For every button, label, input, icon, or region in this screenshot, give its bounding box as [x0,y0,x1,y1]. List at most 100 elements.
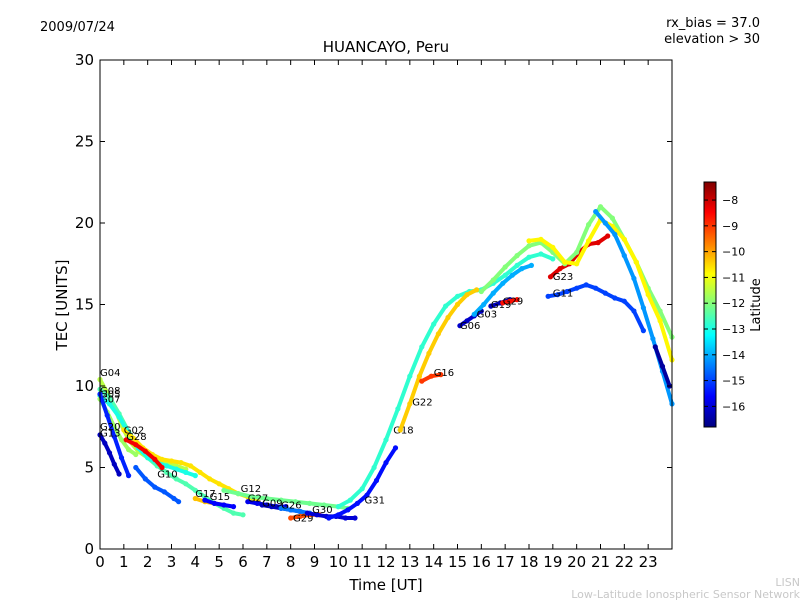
data-point [612,231,618,237]
x-tick-label: 22 [615,553,634,571]
data-point [159,456,165,462]
data-point [297,513,303,520]
satellite-label: G23 [553,272,573,283]
x-tick-label: 17 [496,553,515,571]
data-point [314,512,320,518]
data-point [192,487,198,493]
data-point [106,394,113,400]
data-point [509,272,515,278]
satellite-label: G27 [248,494,268,505]
data-point [593,285,599,291]
satellite-label: G02 [124,425,144,436]
data-point [426,350,432,356]
data-point [249,494,256,500]
data-point [164,469,170,475]
x-tick-label: 2 [143,553,153,571]
data-point [278,497,284,503]
data-point [178,460,184,466]
data-point [118,455,125,461]
data-point [106,401,113,407]
data-point [538,236,544,242]
data-point [202,497,208,503]
satellite-label: G11 [553,288,573,299]
data-point [478,288,484,295]
x-tick-label: 19 [543,553,562,571]
plot-frame [99,59,673,550]
x-tick-label: 11 [353,553,372,571]
data-point [631,308,637,314]
data-point [211,500,217,506]
data-point [133,464,139,471]
data-point [288,515,294,521]
data-point [528,262,535,268]
data-point [183,481,189,487]
data-point [507,298,513,304]
data-point [502,272,508,278]
data-point [397,427,403,433]
data-point [488,303,494,309]
y-tick-label: 0 [84,540,94,558]
data-point [197,469,203,475]
x-axis-ticks: 0 1 2 3 4 5 6 7 8 9 10 11 12 13 14 15 16 17 18 19 20 21 22 23 [95,60,658,571]
data-point [526,238,532,244]
data-point [586,222,592,228]
data-point [419,378,425,384]
colorbar-tick-label: −13 [722,323,745,336]
colorbar-tick-label: −9 [722,220,738,233]
data-point [574,285,580,291]
data-point [454,301,461,308]
data-point [657,318,663,324]
satellite-label: G15 [210,492,230,503]
data-point [104,412,110,418]
data-point [102,440,108,446]
data-point [383,437,389,443]
satellite-label: G13 [100,429,120,440]
data-point [490,290,496,296]
satellite-label: G07 [100,394,120,405]
data-point [605,233,611,239]
chart-title: HUANCAYO, Peru [323,38,449,56]
data-point [550,256,556,262]
satellite-label: G09 [262,499,282,510]
watermark-acronym: LISN [775,576,800,589]
colorbar-tick-label: −16 [722,400,745,413]
data-point [514,297,520,303]
satellite-label: G30 [312,505,332,516]
data-point [454,293,461,299]
data-point [383,460,389,466]
data-point [130,435,136,441]
x-axis-label: Time [UT] [348,576,422,594]
data-point [557,266,563,272]
data-point [335,504,341,510]
data-point [407,401,413,407]
colorbar-label: Latitude [749,278,764,332]
date-label: 2009/07/24 [40,20,115,35]
data-point [254,500,260,506]
data-point [216,481,222,487]
data-point [474,287,480,293]
data-point [602,220,608,226]
data-point [481,301,487,308]
colorbar-tick-label: −8 [722,194,738,207]
x-tick-label: 5 [214,553,224,571]
x-tick-label: 12 [376,553,395,571]
x-tick-label: 23 [639,553,658,571]
data-point [142,476,148,482]
data-point [173,466,179,472]
data-point [612,295,618,301]
colorbar-ticks: −8 −9 −10 −11 −12 −13 −14 −15 −16 [704,194,745,413]
data-point [416,373,422,379]
x-tick-label: 0 [95,553,105,571]
colorbar-tick-label: −11 [722,271,745,284]
satellite-label: G29 [503,297,523,308]
x-tick-label: 9 [310,553,320,571]
data-point [652,344,658,350]
data-point [490,277,496,283]
data-point [176,499,182,505]
data-point [392,445,399,451]
colorbar [703,181,717,428]
data-point [297,508,303,515]
data-point [230,504,237,510]
data-point [173,476,179,482]
